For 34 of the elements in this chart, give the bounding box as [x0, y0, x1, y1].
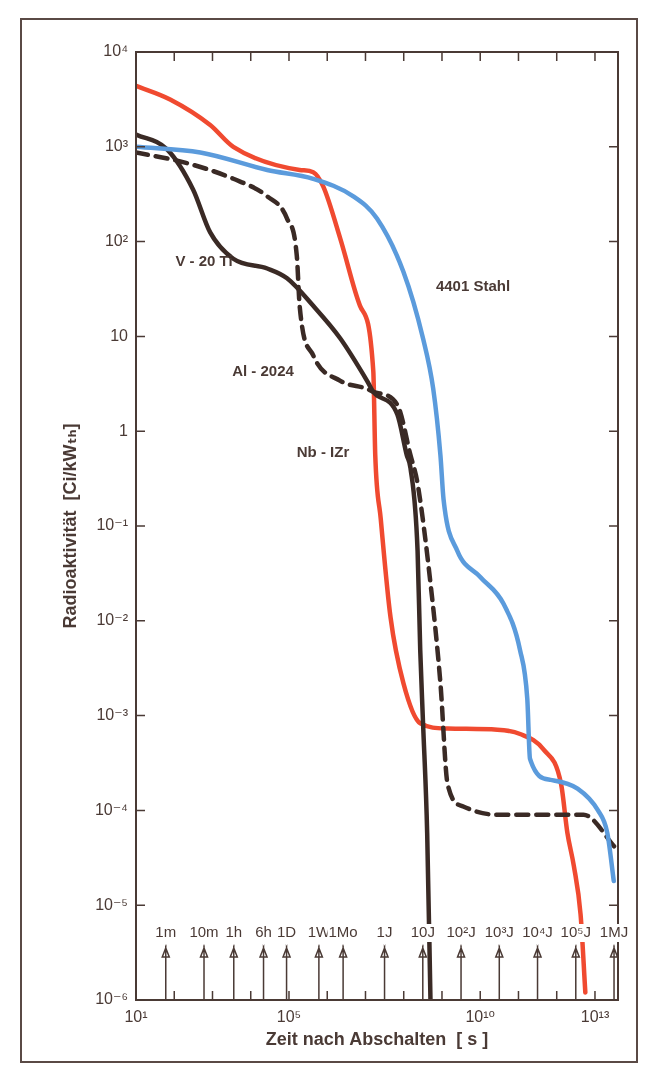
series-label: V - 20 Ti	[175, 252, 233, 270]
ref-line-label: 1m	[155, 923, 177, 941]
x-tick-label: 10¹	[124, 1008, 148, 1026]
x-tick-label: 10¹³	[580, 1008, 610, 1026]
ref-line-label: 1J	[376, 923, 393, 941]
ref-line-label: 10m	[189, 923, 219, 941]
y-tick-label: 10²	[104, 232, 129, 250]
y-tick-label: 10⁻¹	[96, 516, 128, 534]
x-tick-label: 10⁵	[276, 1008, 302, 1026]
x-tick-label: 10¹⁰	[465, 1008, 495, 1026]
ref-line-label: 10⁴J	[522, 923, 553, 941]
ref-line-label: 1Mo	[328, 923, 358, 941]
y-tick-label: 10⁻³	[96, 706, 129, 724]
y-tick-label: 10⁻⁵	[95, 895, 128, 913]
y-tick-label: 10⁴	[103, 42, 129, 60]
ref-line-label: 1D	[276, 923, 297, 941]
ref-line-label: 6h	[255, 923, 272, 941]
y-tick-label: 10³	[104, 137, 129, 155]
ref-line-label: 1MJ	[599, 923, 629, 941]
y-tick-label: 10⁻⁴	[94, 800, 129, 818]
ref-line-label: 10J	[410, 923, 435, 941]
y-tick-label: 1	[119, 421, 129, 439]
y-tick-label: 10	[110, 326, 129, 344]
ref-line-label: 10⁵J	[560, 923, 591, 941]
series-label: Nb - IZr	[296, 443, 350, 461]
x-axis-title: Zeit nach Abschalten [ s ]	[265, 1029, 489, 1050]
series-label: Al - 2024	[232, 362, 295, 380]
ref-line-label: 1h	[225, 923, 243, 941]
y-tick-label: 10⁻²	[96, 611, 129, 629]
series-label: 4401 Stahl	[435, 277, 511, 295]
y-axis-title: Radioaktivität [Ci/kWₜₕ]	[59, 423, 80, 629]
ref-line-label: 10³J	[484, 923, 514, 941]
y-tick-label: 10⁻⁶	[95, 990, 128, 1008]
ref-line-label: 10²J	[446, 923, 476, 941]
